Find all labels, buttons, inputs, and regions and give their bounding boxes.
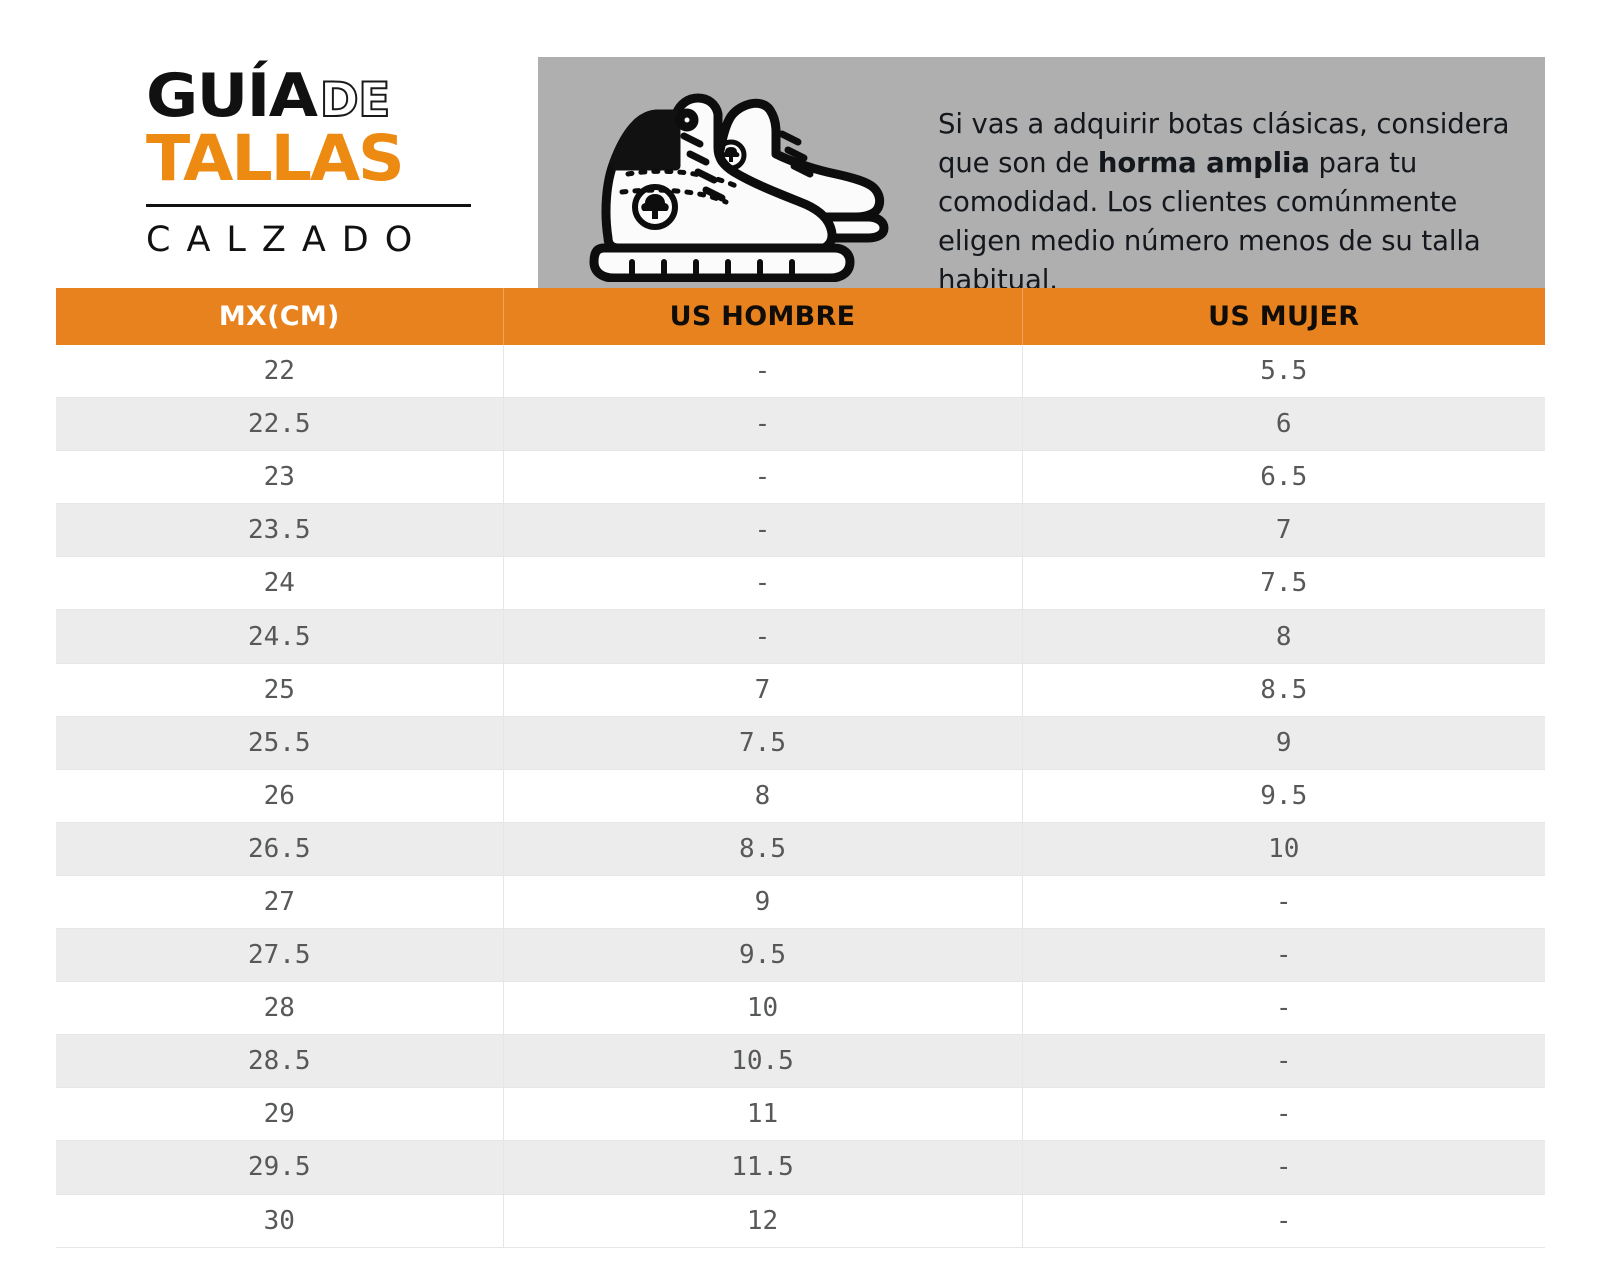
cell-us_women: 6.5 [1022, 450, 1545, 505]
table-row: 23.5-7 [56, 503, 1545, 558]
cell-mx: 22.5 [56, 397, 504, 452]
logo-word-tallas: TALLAS [146, 122, 405, 195]
cell-us_men: 8.5 [503, 822, 1023, 876]
cell-mx: 25 [56, 663, 504, 717]
cell-us_men: - [503, 450, 1023, 505]
cell-us_women: 9 [1022, 716, 1545, 770]
cell-mx: 25.5 [56, 716, 504, 770]
table-row: 24.5-8 [56, 609, 1545, 664]
cell-us_women: - [1022, 1194, 1545, 1248]
table-row: 22.5-6 [56, 397, 1545, 452]
cell-us_women: 8 [1022, 609, 1545, 664]
table-header: MX(CM) US HOMBRE US MUJER [56, 288, 1545, 345]
table-row: 28 10- [56, 981, 1545, 1036]
logo-word-de: DE [319, 73, 392, 128]
logo-title-line: GUÍA DE [146, 61, 486, 131]
column-header-us-men: US HOMBRE [503, 288, 1023, 345]
size-conversion-table: MX(CM) US HOMBRE US MUJER 22-5.5 22.5-6 23… [56, 288, 1545, 1248]
table-row: 25.5 7.5 9 [56, 716, 1545, 770]
table-body: 22-5.5 22.5-6 23-6.5 23.5-7 24-7.5 24.5-8 25 7 8… [56, 345, 1545, 1248]
logo-block: GUÍA DE TALLAS CALZADO [146, 61, 486, 260]
timberland-boots-icon [589, 93, 889, 282]
table-row: 27 9- [56, 875, 1545, 930]
cell-us_women: - [1022, 928, 1545, 983]
cell-mx: 30 [56, 1194, 504, 1248]
table-row: 28.5 10.5- [56, 1034, 1545, 1089]
cell-mx: 27.5 [56, 928, 504, 983]
cell-us_women: 6 [1022, 397, 1545, 452]
info-panel: Si vas a adquirir botas clásicas, consid… [538, 57, 1545, 296]
column-header-mx: MX(CM) [56, 288, 504, 345]
cell-us_men: 11.5 [503, 1140, 1023, 1195]
cell-mx: 26 [56, 769, 504, 823]
cell-us_men: - [503, 556, 1023, 611]
cell-us_men: - [503, 397, 1023, 452]
header-band: GUÍA DE TALLAS CALZADO [0, 0, 1600, 296]
table-row: 29.5 11.5- [56, 1140, 1545, 1195]
cell-us_women: 7 [1022, 503, 1545, 558]
cell-mx: 24.5 [56, 609, 504, 664]
cell-mx: 24 [56, 556, 504, 611]
table-row: 27.5 9.5- [56, 928, 1545, 983]
note-part-1: Si vas a adquirir botas clásicas, consid… [938, 107, 1510, 179]
column-header-us-women: US MUJER [1022, 288, 1545, 345]
cell-mx: 26.5 [56, 822, 504, 876]
cell-us_men: 10 [503, 981, 1023, 1036]
size-advice-note: Si vas a adquirir botas clásicas, consid… [938, 105, 1518, 300]
cell-us_women: - [1022, 1140, 1545, 1195]
cell-mx: 29 [56, 1087, 504, 1142]
table-row: 30 12- [56, 1194, 1545, 1248]
cell-mx: 27 [56, 875, 504, 930]
cell-us_men: 7.5 [503, 716, 1023, 770]
cell-us_men: - [503, 345, 1023, 399]
cell-us_women: 8.5 [1022, 663, 1545, 717]
cell-mx: 23.5 [56, 503, 504, 558]
cell-us_women: 5.5 [1022, 345, 1545, 399]
cell-us_men: - [503, 503, 1023, 558]
cell-us_women: - [1022, 981, 1545, 1036]
cell-us_men: 9 [503, 875, 1023, 930]
cell-mx: 28 [56, 981, 504, 1036]
table-row: 26.5 8.5 10 [56, 822, 1545, 876]
table-row: 25 7 8.5 [56, 663, 1545, 717]
cell-us_men: 8 [503, 769, 1023, 823]
note-emphasis: horma amplia [1097, 146, 1310, 179]
cell-us_men: 10.5 [503, 1034, 1023, 1089]
cell-mx: 22 [56, 345, 504, 399]
cell-us_women: 9.5 [1022, 769, 1545, 823]
table-row: 29 11- [56, 1087, 1545, 1142]
cell-us_men: - [503, 609, 1023, 664]
cell-mx: 29.5 [56, 1140, 504, 1195]
table-header-row: MX(CM) US HOMBRE US MUJER [56, 288, 1545, 345]
cell-mx: 23 [56, 450, 504, 505]
cell-us_men: 11 [503, 1087, 1023, 1142]
cell-us_women: - [1022, 875, 1545, 930]
cell-us_men: 9.5 [503, 928, 1023, 983]
logo-word-guia: GUÍA [146, 61, 318, 131]
cell-us_men: 7 [503, 663, 1023, 717]
table-row: 23-6.5 [56, 450, 1545, 505]
table-row: 26 8 9.5 [56, 769, 1545, 823]
cell-us_women: - [1022, 1034, 1545, 1089]
logo-subtitle-calzado: CALZADO [146, 220, 429, 260]
cell-us_women: - [1022, 1087, 1545, 1142]
cell-us_men: 12 [503, 1194, 1023, 1248]
cell-us_women: 10 [1022, 822, 1545, 876]
logo-divider [146, 204, 471, 207]
table-row: 22-5.5 [56, 345, 1545, 399]
cell-mx: 28.5 [56, 1034, 504, 1089]
table-row: 24-7.5 [56, 556, 1545, 611]
cell-us_women: 7.5 [1022, 556, 1545, 611]
